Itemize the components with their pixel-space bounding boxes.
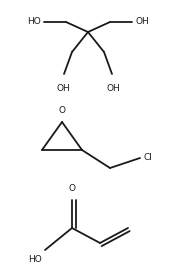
Text: OH: OH [135,18,149,27]
Text: O: O [58,106,65,115]
Text: O: O [68,184,75,193]
Text: Cl: Cl [144,153,153,162]
Text: OH: OH [106,84,120,93]
Text: HO: HO [27,18,41,27]
Text: OH: OH [56,84,70,93]
Text: HO: HO [28,255,42,264]
